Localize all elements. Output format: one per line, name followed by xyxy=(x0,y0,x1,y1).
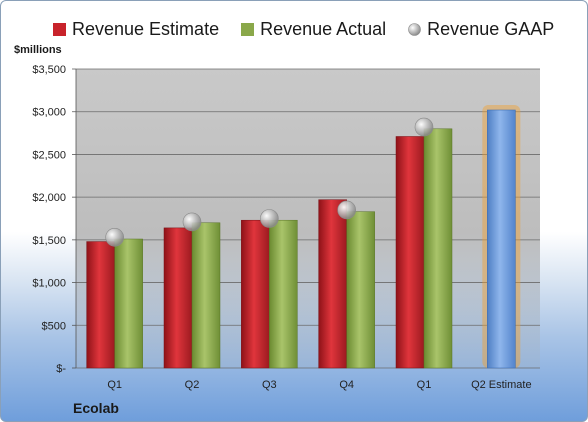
y-axis: $- $500 $1,000 $1,500 $2,000 $2,500 $3,000 $3,5… xyxy=(32,64,77,375)
y-tick-label: $1,500 xyxy=(32,235,66,247)
y-tick-label: $1,000 xyxy=(32,278,66,290)
x-tick-label: Q1 xyxy=(107,379,122,391)
gridlines xyxy=(76,68,540,369)
legend-item-estimate: Revenue Estimate xyxy=(53,19,219,40)
bar-actual xyxy=(191,222,221,369)
y-tick-label: $3,500 xyxy=(32,64,66,76)
gaap-markers xyxy=(105,117,434,247)
gaap-marker xyxy=(414,117,434,137)
unit-label: $millions xyxy=(14,44,62,56)
bar-actual xyxy=(269,219,298,369)
bars xyxy=(86,105,521,369)
gaap-marker xyxy=(105,227,124,247)
x-tick-label: Q4 xyxy=(339,379,354,391)
legend-swatch-estimate xyxy=(53,22,66,36)
y-tick-label: $3,000 xyxy=(32,107,66,119)
y-tick-label: $- xyxy=(56,363,66,375)
x-axis: Q1 Q2 Q3 Q4 Q1 Q2 Estimate xyxy=(107,379,531,391)
legend-item-gaap: Revenue GAAP xyxy=(408,19,554,40)
bar-estimate xyxy=(318,199,347,369)
bar-actual xyxy=(114,238,143,369)
bar-estimate-forecast xyxy=(487,109,516,369)
y-tick-label: $2,000 xyxy=(32,192,66,204)
plot-area xyxy=(76,69,540,368)
gaap-marker xyxy=(337,200,356,220)
legend-label-gaap: Revenue GAAP xyxy=(427,18,555,39)
x-tick-label: Q1 xyxy=(417,379,432,391)
legend: Revenue Estimate Revenue Actual Revenue … xyxy=(53,16,576,42)
legend-label-estimate: Revenue Estimate xyxy=(72,18,220,39)
x-tick-label: Q2 xyxy=(185,379,200,391)
bar-estimate xyxy=(163,227,193,369)
y-tick-label: $500 xyxy=(42,320,66,332)
bar-estimate xyxy=(395,136,425,369)
legend-item-actual: Revenue Actual xyxy=(241,19,386,40)
x-tick-label: Q3 xyxy=(262,379,277,391)
company-name: Ecolab xyxy=(73,400,119,416)
legend-swatch-actual xyxy=(241,22,255,36)
legend-label-actual: Revenue Actual xyxy=(260,18,387,39)
bar-estimate xyxy=(86,241,115,369)
bar-estimate xyxy=(241,219,270,369)
bar-actual xyxy=(346,211,375,369)
legend-swatch-gaap xyxy=(408,22,421,36)
gaap-marker xyxy=(182,212,202,232)
gaap-marker xyxy=(260,209,279,228)
y-tick-label: $2,500 xyxy=(32,149,66,161)
bar-actual xyxy=(423,128,453,369)
x-tick-label: Q2 Estimate xyxy=(471,379,532,391)
